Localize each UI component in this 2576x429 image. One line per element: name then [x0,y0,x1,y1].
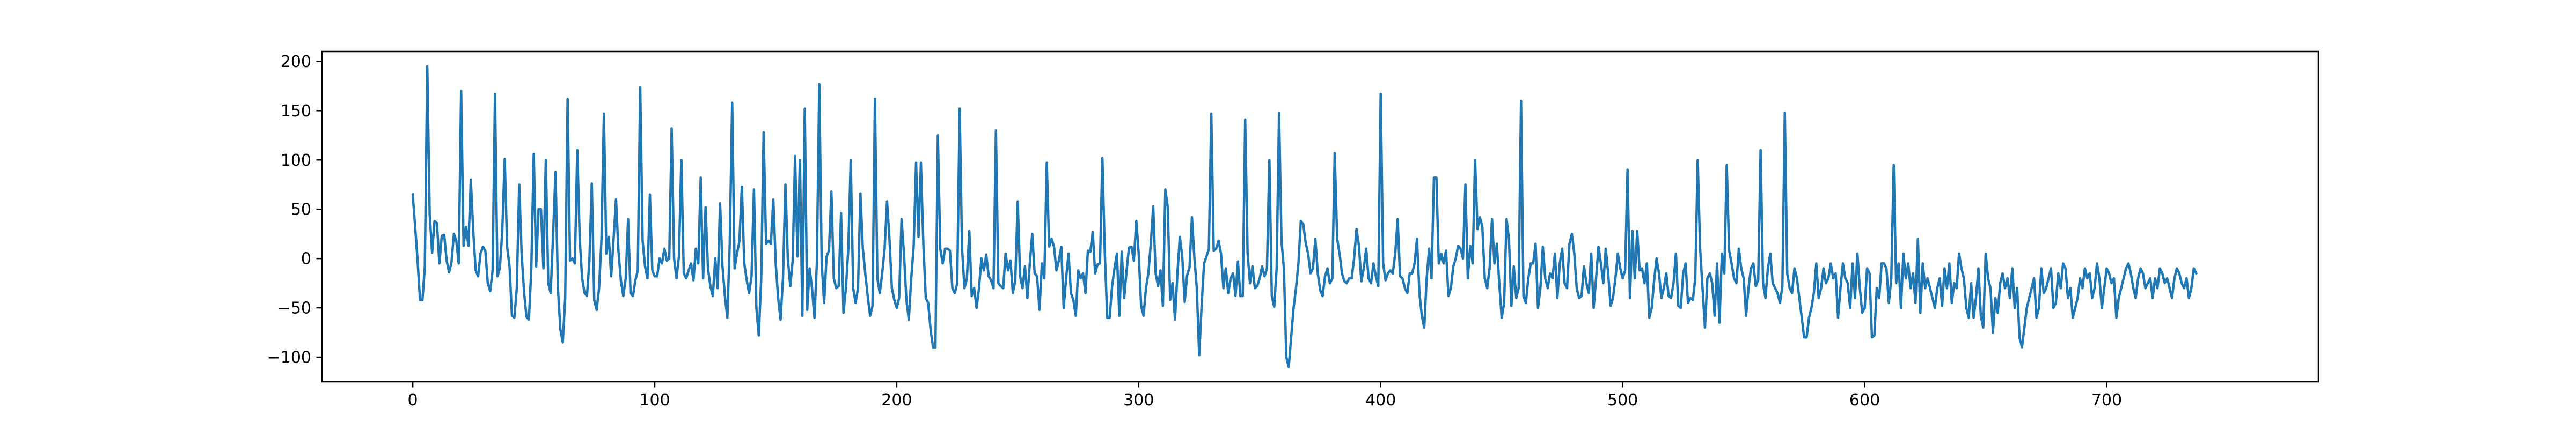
x-tick-label: 600 [1849,391,1880,410]
x-tick-label: 700 [2091,391,2122,410]
y-tick-label: 200 [281,53,311,71]
x-tick-label: 0 [408,391,418,410]
plot-area: 0 100 200 300 400 500 600 700 −100 −50 0 50 100 150 20… [267,50,2319,410]
y-tick-label: 100 [281,151,311,170]
y-tick-label: 50 [291,201,311,219]
x-tick-label: 400 [1365,391,1396,410]
y-tick-label: −100 [267,349,311,367]
y-tick-label: 0 [301,250,311,269]
x-tick-label: 500 [1607,391,1638,410]
x-tick-label: 200 [881,391,912,410]
series-line-0 [411,65,2198,368]
y-tick-label: −50 [277,299,311,318]
axes-frame [321,50,2319,383]
x-tick-label: 300 [1123,391,1154,410]
x-tick-label: 100 [639,391,670,410]
y-tick-label: 150 [281,102,311,121]
